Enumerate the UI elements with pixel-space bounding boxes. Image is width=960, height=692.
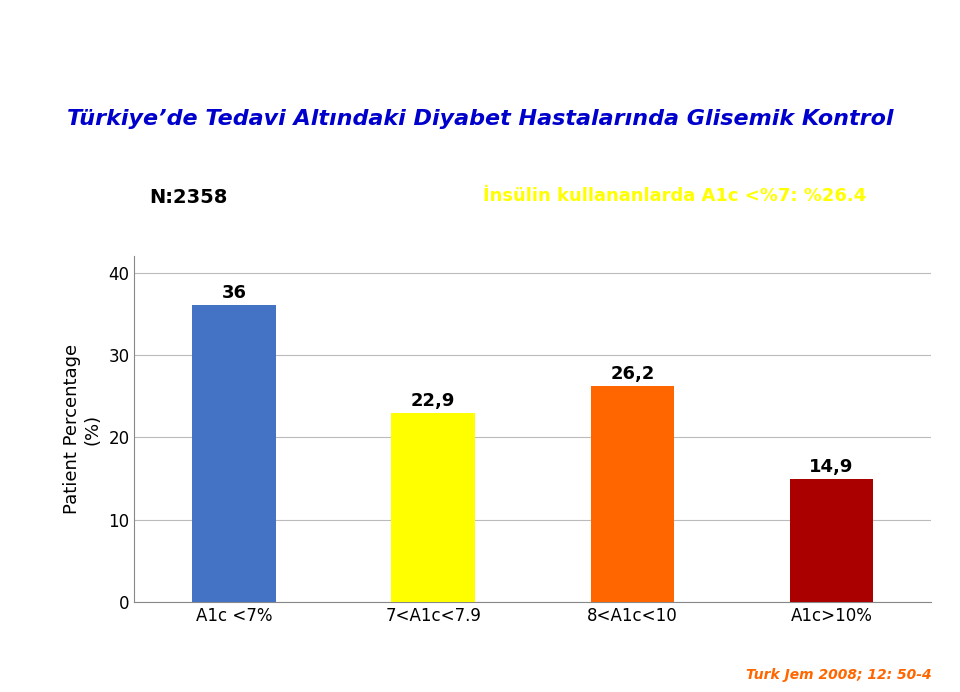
- Bar: [590, 386, 674, 602]
- Text: Türkiye’de Tedavi Altındaki Diyabet Hastalarında Glisemik Kontrol: Türkiye’de Tedavi Altındaki Diyabet Hast…: [67, 109, 893, 129]
- Y-axis label: Patient Percentage
(%): Patient Percentage (%): [62, 344, 102, 514]
- Bar: [392, 413, 475, 602]
- Text: İnsülin kullananlarda A1c <%7: %26.4: İnsülin kullananlarda A1c <%7: %26.4: [483, 187, 866, 206]
- Text: Turk Jem 2008; 12: 50-4: Turk Jem 2008; 12: 50-4: [746, 668, 931, 682]
- Text: 36: 36: [222, 284, 247, 302]
- Text: 26,2: 26,2: [611, 365, 655, 383]
- Text: N:2358: N:2358: [149, 188, 228, 207]
- Text: 22,9: 22,9: [411, 392, 455, 410]
- Text: 14,9: 14,9: [809, 458, 853, 476]
- Bar: [790, 480, 874, 602]
- Bar: [192, 305, 276, 602]
- Text: Glycemic Contol of Turkish Adult Diabetic Patients: Glycemic Contol of Turkish Adult Diabeti…: [27, 33, 933, 64]
